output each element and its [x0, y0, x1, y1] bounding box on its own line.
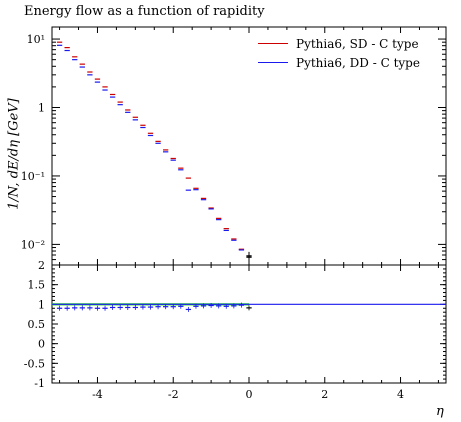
x-tick-label: -4	[92, 388, 103, 401]
ratio-plot-frame	[51, 264, 447, 384]
ratio-y-tick-label: 1.5	[28, 279, 46, 292]
x-tick-label: -2	[168, 388, 179, 401]
legend: Pythia6, SD - C type Pythia6, DD - C typ…	[258, 34, 420, 72]
legend-entry-sd: Pythia6, SD - C type	[258, 34, 420, 53]
legend-entry-dd: Pythia6, DD - C type	[258, 53, 420, 72]
ratio-y-tick-label: -1	[34, 377, 45, 390]
ratio-y-tick-label: 0.5	[28, 318, 46, 331]
legend-label-sd: Pythia6, SD - C type	[296, 36, 419, 51]
x-tick-label: 2	[321, 388, 328, 401]
ratio-y-tick-label: 0	[38, 338, 45, 351]
main-y-tick-label: 10¹	[27, 33, 45, 46]
ratio-y-tick-label: 2	[38, 259, 45, 272]
legend-swatch-sd	[258, 43, 288, 44]
legend-swatch-dd	[258, 62, 288, 63]
chart-title: Energy flow as a function of rapidity	[24, 4, 265, 19]
main-y-tick-label: 1	[38, 102, 45, 115]
x-tick-label: 4	[397, 388, 404, 401]
x-tick-label: 0	[246, 388, 253, 401]
main-y-tick-label: 10⁻²	[21, 238, 45, 251]
legend-label-dd: Pythia6, DD - C type	[296, 55, 420, 70]
ratio-y-tick-label: 1	[38, 298, 45, 311]
x-axis-label: η	[436, 404, 444, 419]
ratio-y-tick-label: -0.5	[24, 357, 45, 370]
main-y-tick-label: 10⁻¹	[21, 170, 45, 183]
